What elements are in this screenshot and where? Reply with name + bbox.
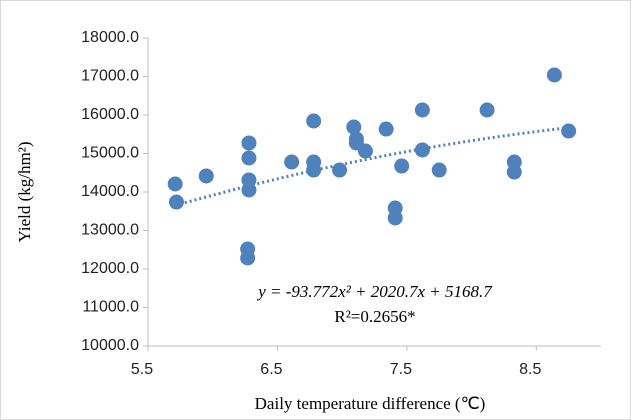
y-tick-label: 10000.0: [81, 337, 139, 354]
y-tick-label: 11000.0: [82, 299, 139, 316]
trendline: [174, 126, 569, 207]
data-point: [561, 123, 577, 139]
data-point: [394, 158, 410, 174]
data-point: [346, 119, 362, 135]
data-point: [240, 250, 256, 266]
data-point: [241, 182, 257, 198]
data-point: [546, 67, 562, 83]
x-tick-label: 6.5: [260, 361, 282, 378]
y-axis-title: Yield (kg/hm²): [15, 142, 34, 243]
data-point: [479, 102, 495, 118]
y-tick-label: 12000.0: [81, 260, 139, 277]
data-point: [332, 162, 348, 178]
x-tick-label: 5.5: [131, 361, 153, 378]
y-tick-label: 15000.0: [81, 145, 139, 162]
data-point: [378, 121, 394, 137]
x-tick-label: 7.5: [390, 361, 412, 378]
data-point: [168, 194, 184, 210]
data-point: [357, 143, 373, 159]
data-point: [414, 142, 430, 158]
data-point: [198, 168, 214, 184]
data-point: [348, 131, 364, 147]
equation: y = -93.772x² + 2020.7x + 5168.7: [256, 282, 493, 301]
r-squared: R²=0.2656*: [334, 307, 415, 326]
y-tick-label: 16000.0: [81, 106, 139, 123]
y-tick-label: 17000.0: [81, 68, 139, 85]
x-tick-label: 8.5: [519, 361, 541, 378]
data-point: [414, 102, 430, 118]
data-point: [306, 162, 322, 178]
data-point: [431, 162, 447, 178]
data-point: [167, 176, 183, 192]
data-point: [387, 210, 403, 226]
data-point: [506, 164, 522, 180]
y-tick-label: 18000.0: [81, 29, 139, 46]
data-point: [241, 150, 257, 166]
data-point: [284, 154, 300, 170]
x-axis-title: Daily temperature difference (℃): [255, 394, 486, 413]
data-point: [241, 135, 257, 151]
y-tick-label: 13000.0: [81, 222, 139, 239]
y-tick-label: 14000.0: [81, 183, 139, 200]
data-point: [306, 113, 322, 129]
